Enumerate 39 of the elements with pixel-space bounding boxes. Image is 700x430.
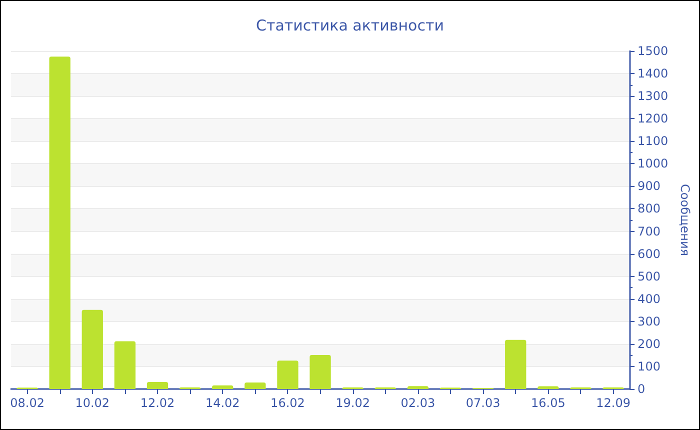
y-tick-label: 200 <box>638 336 660 351</box>
y-tick-label: 300 <box>638 314 660 328</box>
y-tick-label: 0 <box>638 382 646 396</box>
y-tick-label: 100 <box>638 359 660 374</box>
x-tick-label: 02.03 <box>400 396 436 410</box>
y-tick-label: 600 <box>638 246 660 261</box>
y-tick-label: 900 <box>638 179 660 194</box>
x-tick-label: 14.02 <box>205 396 240 410</box>
y-tick-label: 700 <box>638 224 660 238</box>
bar <box>114 341 136 389</box>
y-tick-label: 1200 <box>638 112 668 126</box>
y-tick-label: 400 <box>638 292 660 306</box>
bar <box>212 385 234 389</box>
y-tick-label: 1000 <box>638 156 668 171</box>
x-tick-label: 16.02 <box>270 396 305 410</box>
y-tick-label: 1300 <box>638 89 668 104</box>
bar <box>146 382 168 389</box>
y-tick-label: 1400 <box>638 66 668 81</box>
y-tick-label: 1100 <box>638 134 668 148</box>
bar <box>49 56 70 389</box>
y-tick-label: 1500 <box>638 44 668 58</box>
bar <box>82 310 103 389</box>
y-tick-label: 800 <box>638 202 660 216</box>
x-tick-label: 19.02 <box>336 396 370 410</box>
y-tick-label: 500 <box>638 269 660 284</box>
x-tick-label: 12.02 <box>140 396 175 410</box>
bar <box>244 382 266 389</box>
x-tick-label: 08.02 <box>10 396 44 410</box>
chart-title: Статистика активности <box>256 16 444 34</box>
bar <box>505 340 526 389</box>
y-axis-title: Сообщения <box>678 184 692 256</box>
bar <box>538 386 559 389</box>
x-tick-label: 10.02 <box>75 396 110 410</box>
bar <box>277 360 298 389</box>
x-tick-label: 16.05 <box>530 396 566 410</box>
x-tick-label: 12.09 <box>596 396 630 410</box>
x-tick-label: 07.03 <box>466 396 500 410</box>
bar <box>310 354 331 389</box>
bar <box>407 386 429 389</box>
